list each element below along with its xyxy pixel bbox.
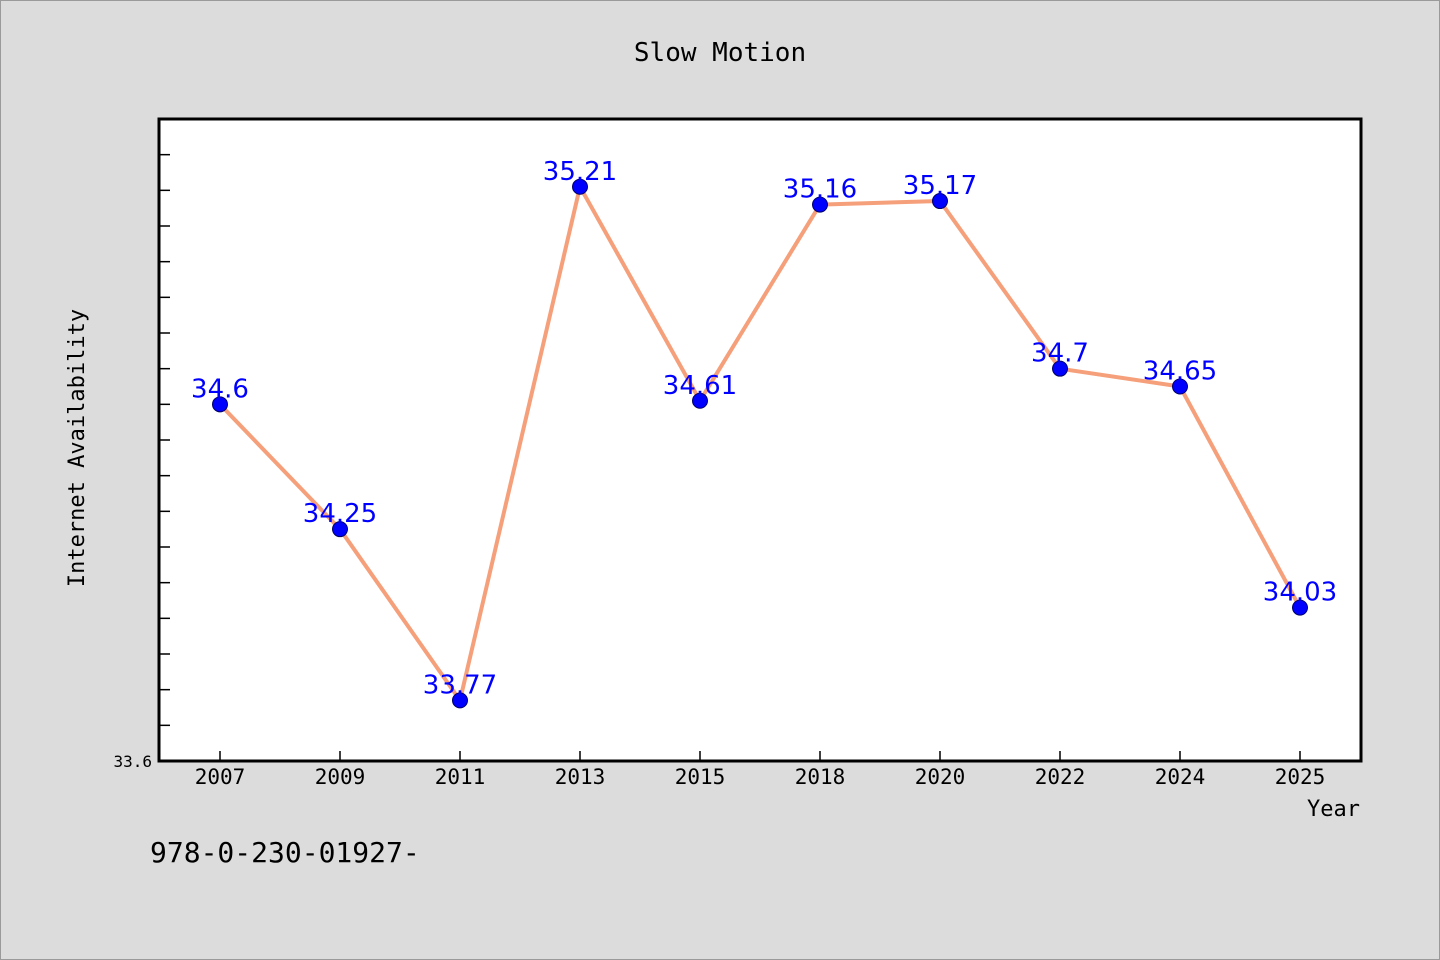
series-markers <box>212 178 1308 709</box>
y-axis: 33.6 <box>113 153 170 771</box>
x-axis: 2007 2009 2011 2013 2015 2018 2020 2022 2024 2025 <box>195 751 1326 789</box>
x-tick-label: 2025 <box>1275 765 1326 789</box>
x-tick-label: 2011 <box>435 765 486 789</box>
data-label: 34.61 <box>663 371 737 401</box>
data-point <box>692 392 708 409</box>
x-tick-label: 2007 <box>195 765 246 789</box>
data-point <box>452 692 468 709</box>
data-label: 34.65 <box>1143 357 1217 387</box>
data-point <box>812 196 828 213</box>
data-label: 34.25 <box>303 499 377 529</box>
data-point <box>572 178 588 195</box>
data-label: 35.16 <box>783 175 857 205</box>
data-point <box>332 521 348 538</box>
x-axis-label: Year <box>1307 797 1360 822</box>
data-label: 33.77 <box>423 670 497 700</box>
chart-title: Slow Motion <box>634 38 806 68</box>
x-tick-label: 2013 <box>555 765 606 789</box>
y-tick-label: 33.6 <box>113 752 152 771</box>
x-tick-label: 2024 <box>1155 765 1206 789</box>
data-label: 34.7 <box>1031 339 1089 369</box>
x-tick-label: 2020 <box>915 765 966 789</box>
data-point <box>932 193 948 210</box>
data-point <box>1172 378 1188 395</box>
footer-id: 978-0-230-01927- <box>150 836 420 869</box>
y-axis-label: Internet Availability <box>65 309 90 587</box>
data-point <box>1292 599 1308 616</box>
x-tick-label: 2018 <box>795 765 846 789</box>
data-label: 34.6 <box>191 374 249 404</box>
data-label: 34.03 <box>1263 578 1337 608</box>
plot-area <box>157 117 1363 763</box>
data-point <box>1052 360 1068 377</box>
data-point <box>212 396 228 413</box>
x-tick-label: 2022 <box>1035 765 1086 789</box>
x-tick-label: 2015 <box>675 765 726 789</box>
data-label: 35.21 <box>543 157 617 187</box>
series-line <box>218 184 1302 703</box>
data-labels: 34.6 34.25 33.77 35.21 34.61 35.16 35.17 34.7 34… <box>191 157 1337 701</box>
x-tick-label: 2009 <box>315 765 366 789</box>
data-label: 35.17 <box>903 171 977 201</box>
